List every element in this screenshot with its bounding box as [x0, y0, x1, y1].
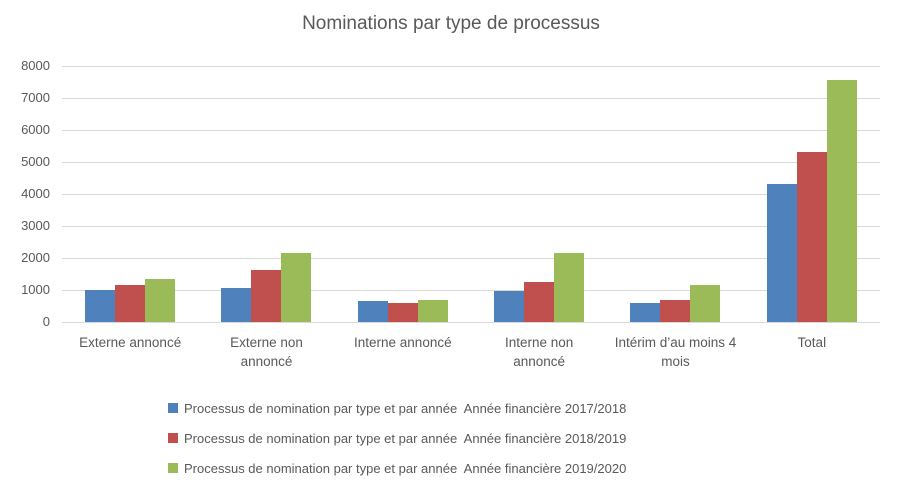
category-label: Intérim d’au moins 4 mois [607, 333, 743, 371]
chart-title: Nominations par type de processus [302, 13, 600, 34]
bar-group [335, 66, 471, 322]
bar-group [198, 66, 334, 322]
gridline [62, 290, 880, 291]
category-label-text: Externe non annoncé [230, 335, 303, 369]
category-label-text: Interne annoncé [354, 335, 452, 350]
bar [251, 269, 282, 322]
bar [796, 152, 827, 322]
bar [387, 303, 418, 322]
category-label-text: Interne non annoncé [505, 335, 574, 369]
legend-swatch-icon [168, 403, 178, 413]
bar [630, 302, 661, 322]
bar-group [607, 66, 743, 322]
bar [554, 253, 585, 322]
legend-swatch-icon [168, 433, 178, 443]
x-axis: Externe annoncé Externe non annoncé Intern… [62, 333, 880, 375]
y-tick-label: 8000 [21, 58, 50, 73]
bar [690, 285, 721, 322]
category-label-text: Externe annoncé [79, 335, 182, 350]
bar [524, 282, 555, 322]
gridline [62, 98, 880, 99]
category-label: Externe annoncé [62, 333, 198, 352]
y-tick-label: 6000 [21, 122, 50, 137]
y-tick-label: 5000 [21, 154, 50, 169]
bar [145, 278, 176, 322]
bar [826, 80, 857, 322]
bar-group [471, 66, 607, 322]
plot-area [62, 66, 880, 323]
y-tick-label: 2000 [21, 250, 50, 265]
legend-label: Processus de nomination par type et par … [184, 460, 627, 476]
y-tick-label: 0 [42, 314, 50, 329]
category-label: Interne non annoncé [471, 333, 607, 371]
bar [766, 184, 797, 322]
legend-swatch-icon [168, 463, 178, 473]
category-label-text: Intérim d’au moins 4 mois [614, 335, 737, 369]
legend-item: Processus de nomination par type et par … [168, 430, 627, 446]
y-tick-label: 4000 [21, 186, 50, 201]
bar-group [62, 66, 198, 322]
bar [660, 299, 691, 322]
category-label: Total [744, 333, 880, 352]
bar [494, 290, 525, 322]
legend-label: Processus de nomination par type et par … [184, 400, 627, 416]
legend-item: Processus de nomination par type et par … [168, 460, 627, 476]
category-label: Externe non annoncé [198, 333, 334, 371]
legend-label: Processus de nomination par type et par … [184, 430, 627, 446]
gridline [62, 162, 880, 163]
bar-group [744, 66, 880, 322]
bar [417, 299, 448, 322]
legend: Processus de nomination par type et par … [168, 400, 627, 476]
gridline [62, 130, 880, 131]
y-tick-label: 3000 [21, 218, 50, 233]
gridline [62, 258, 880, 259]
gridline [62, 226, 880, 227]
category-label: Interne annoncé [335, 333, 471, 352]
bar [221, 288, 252, 322]
bar [357, 300, 388, 322]
y-tick-label: 1000 [21, 282, 50, 297]
gridline [62, 322, 880, 323]
bar [281, 253, 312, 322]
category-label-text: Total [797, 335, 827, 350]
bar [115, 285, 146, 322]
gridline [62, 194, 880, 195]
y-tick-label: 7000 [21, 90, 50, 105]
bar [85, 290, 116, 322]
legend-item: Processus de nomination par type et par … [168, 400, 627, 416]
gridline [62, 66, 880, 67]
